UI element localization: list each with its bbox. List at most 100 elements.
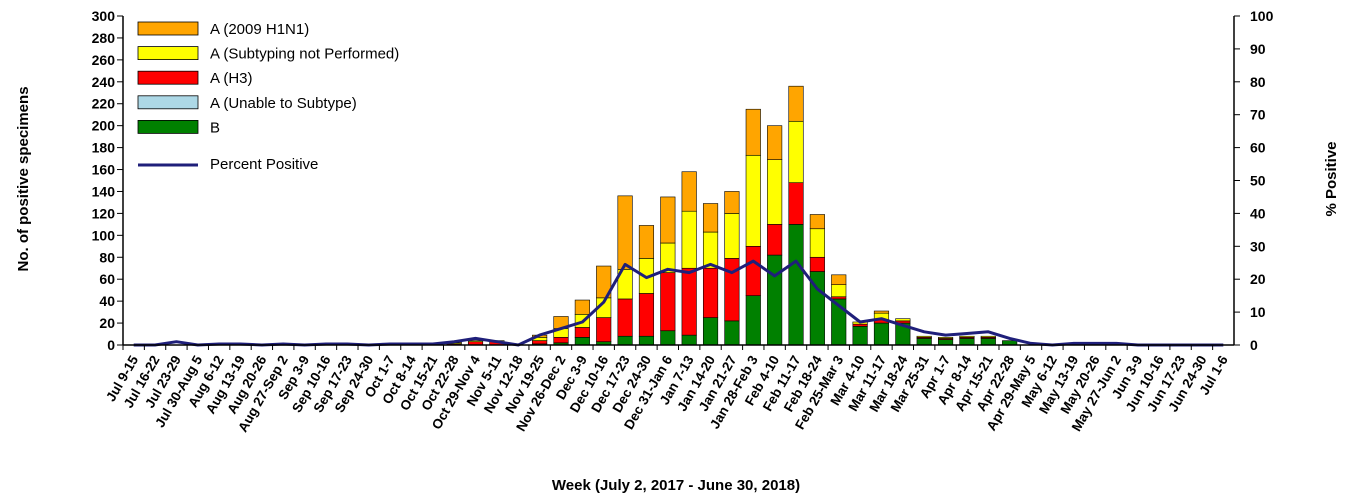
legend-label: A (2009 H1N1) xyxy=(210,21,309,38)
bar-segment xyxy=(959,338,975,346)
bar-segment xyxy=(638,293,655,337)
y-tick-label: 180 xyxy=(92,140,116,156)
legend-label: B xyxy=(210,119,220,136)
y-tick-label: 260 xyxy=(92,52,116,68)
y-tick-label: 40 xyxy=(99,293,115,309)
y2-tick-label: 50 xyxy=(1250,173,1266,189)
legend-label: A (Subtyping not Performed) xyxy=(210,46,399,63)
bar-segment xyxy=(788,85,804,122)
bar-segment xyxy=(916,335,932,338)
y-tick-label: 80 xyxy=(99,249,115,265)
bar-segment xyxy=(767,224,783,256)
y-tick-label: 160 xyxy=(92,162,116,178)
bar-segment xyxy=(852,323,868,327)
bar-segment xyxy=(617,298,633,337)
legend-swatch xyxy=(137,120,199,134)
y-tick-label: 200 xyxy=(92,118,116,134)
bar-segment xyxy=(724,258,740,322)
y-tick-label: 220 xyxy=(92,96,116,112)
bar-segment xyxy=(831,296,847,300)
legend-label: Percent Positive xyxy=(210,156,318,173)
bar-segment xyxy=(724,191,740,214)
bar-segment xyxy=(702,317,719,346)
bar-segment xyxy=(532,340,548,345)
bar-segment xyxy=(574,337,590,346)
legend-label: A (H3) xyxy=(210,70,253,87)
y2-tick-label: 40 xyxy=(1250,205,1266,221)
bar-segment xyxy=(873,322,890,346)
y-tick-label: 20 xyxy=(99,315,115,331)
bar-segment xyxy=(553,337,569,344)
y2-tick-label: 30 xyxy=(1250,238,1266,254)
y2-tick-label: 90 xyxy=(1250,41,1266,57)
bar-segment xyxy=(831,274,847,285)
bar-segment xyxy=(596,265,612,299)
bar-segment xyxy=(724,320,740,346)
bar-segment xyxy=(681,267,697,336)
y-tick-label: 100 xyxy=(92,227,116,243)
bar-segment xyxy=(681,171,697,212)
bar-segment xyxy=(767,159,783,225)
bar-segment xyxy=(638,225,655,259)
bar-segment xyxy=(873,310,890,314)
bar-segment xyxy=(980,335,996,338)
bar-segment xyxy=(809,214,825,230)
bar-segment xyxy=(574,299,590,315)
bar-segment xyxy=(660,330,676,346)
bar-segment xyxy=(852,326,868,346)
y-tick-label: 140 xyxy=(92,183,116,199)
y-tick-label: 300 xyxy=(92,8,116,24)
y2-tick-label: 60 xyxy=(1250,140,1266,156)
bar-segment xyxy=(745,295,761,346)
bar-segment xyxy=(767,125,783,160)
bar-segment xyxy=(617,195,633,270)
bar-segment xyxy=(638,335,655,346)
bar-segment xyxy=(938,337,954,339)
bar-segment xyxy=(745,154,761,247)
bar-segment xyxy=(788,182,804,225)
bar-segment xyxy=(959,335,975,338)
bar-segment xyxy=(681,334,697,346)
bar-segment xyxy=(617,335,633,346)
bar-segment xyxy=(980,338,996,346)
bar-segment xyxy=(788,120,804,183)
bar-segment xyxy=(938,339,954,346)
y2-tick-label: 20 xyxy=(1250,271,1266,287)
bar-segment xyxy=(745,108,761,156)
y2-tick-label: 70 xyxy=(1250,107,1266,123)
bar-segment xyxy=(724,213,740,259)
y-tick-label: 60 xyxy=(99,271,115,287)
bar-segment xyxy=(702,267,719,318)
bar-segment xyxy=(916,338,932,346)
legend-swatch xyxy=(137,70,199,85)
bar-segment xyxy=(467,340,484,343)
bar-segment xyxy=(596,317,612,343)
bar-segment xyxy=(788,224,804,346)
bar-segment xyxy=(702,203,719,233)
axis-layer: 0204060801001201401601802002202402602803… xyxy=(92,8,1274,435)
bar-segment xyxy=(767,254,783,346)
bar-segment xyxy=(831,284,847,298)
percent-positive-line xyxy=(133,259,1224,347)
bar-segment xyxy=(895,318,911,322)
y2-tick-label: 100 xyxy=(1250,8,1274,24)
y2-tick-label: 0 xyxy=(1250,337,1258,353)
bar-segment xyxy=(745,246,761,296)
y-axis-title: No. of positive specimens xyxy=(15,86,32,271)
legend-swatch xyxy=(137,21,199,36)
legend-swatch xyxy=(137,95,199,110)
bar-layer xyxy=(446,85,1018,346)
y-tick-label: 0 xyxy=(107,337,115,353)
bar-segment xyxy=(660,196,676,244)
y-tick-label: 280 xyxy=(92,30,116,46)
x-axis-title: Week (July 2, 2017 - June 30, 2018) xyxy=(552,477,800,494)
y2-tick-label: 10 xyxy=(1250,304,1266,320)
y-tick-label: 120 xyxy=(92,205,116,221)
bar-segment xyxy=(681,210,697,269)
bar-segment xyxy=(702,231,719,269)
line-layer xyxy=(133,259,1224,347)
bar-segment xyxy=(809,256,825,272)
bar-segment xyxy=(809,228,825,258)
y2-axis-title: % Positive xyxy=(1323,141,1340,216)
